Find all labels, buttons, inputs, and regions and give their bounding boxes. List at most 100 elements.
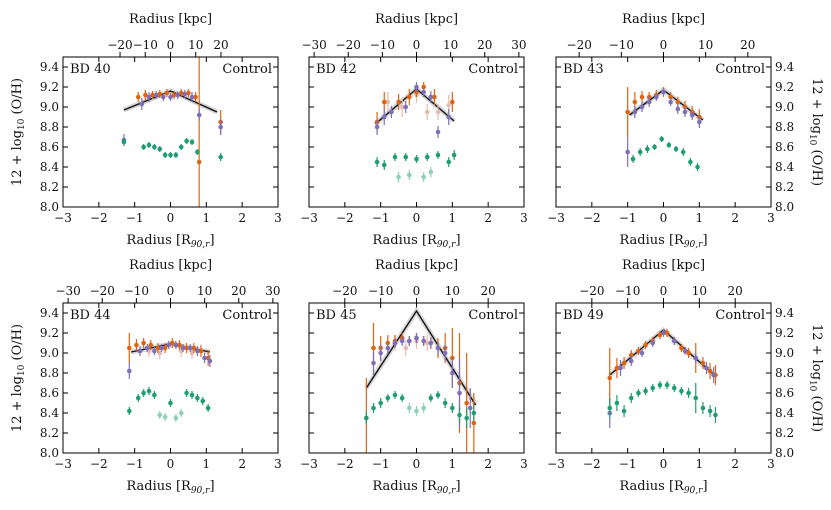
data-point bbox=[157, 146, 163, 152]
series-green bbox=[364, 391, 477, 428]
data-point bbox=[381, 162, 387, 168]
data-point bbox=[671, 338, 677, 344]
data-point bbox=[435, 392, 441, 398]
data-point bbox=[614, 400, 620, 406]
data-point bbox=[639, 104, 645, 110]
data-point bbox=[198, 348, 204, 354]
data-point bbox=[680, 149, 686, 155]
data-point bbox=[625, 149, 630, 155]
data-point bbox=[607, 405, 613, 411]
data-point bbox=[134, 342, 139, 348]
data-point bbox=[614, 365, 620, 371]
data-point bbox=[168, 94, 173, 100]
top-axis-label: Radius [kpc] bbox=[622, 258, 705, 273]
data-point bbox=[707, 408, 713, 414]
data-point bbox=[435, 345, 441, 351]
kpc-tick-label: 20 bbox=[728, 284, 743, 298]
data-point bbox=[414, 84, 419, 90]
y-tick-label: 8.6 bbox=[40, 140, 59, 154]
y-tick-label: 9.2 bbox=[40, 326, 59, 340]
data-point bbox=[675, 99, 681, 105]
x-tick-label: −1 bbox=[372, 211, 390, 225]
data-point bbox=[711, 372, 716, 378]
y-tick-label: 8.2 bbox=[40, 180, 59, 194]
axes-frame bbox=[555, 56, 772, 208]
data-point bbox=[700, 405, 706, 411]
y-axis-label: 12 + log10 (O/H) bbox=[10, 78, 27, 186]
data-point bbox=[675, 106, 681, 112]
y-tick-label: 9.2 bbox=[775, 80, 794, 94]
data-point bbox=[446, 114, 452, 120]
data-point bbox=[645, 146, 650, 152]
series-light-green bbox=[157, 409, 184, 422]
data-point bbox=[157, 91, 163, 97]
data-point bbox=[414, 156, 419, 162]
kpc-tick-label: −10 bbox=[368, 284, 393, 298]
top-axis-label: Radius [kpc] bbox=[129, 12, 212, 27]
y-tick-label: 8.4 bbox=[40, 406, 59, 420]
data-point bbox=[159, 345, 164, 351]
data-point bbox=[424, 109, 430, 115]
data-point bbox=[621, 360, 627, 366]
data-point bbox=[637, 149, 643, 155]
data-point bbox=[666, 142, 672, 148]
x-tick-label: 1 bbox=[449, 211, 457, 225]
data-point bbox=[152, 144, 157, 150]
data-point bbox=[195, 348, 200, 354]
kpc-tick-label: 30 bbox=[265, 284, 280, 298]
data-point bbox=[137, 348, 143, 354]
data-point bbox=[625, 109, 630, 115]
data-point bbox=[392, 340, 398, 346]
data-point bbox=[218, 154, 223, 160]
panel-title: BD 43 bbox=[563, 62, 604, 77]
x-tick-label: 3 bbox=[274, 211, 282, 225]
data-point bbox=[693, 395, 699, 401]
data-point bbox=[144, 345, 150, 351]
x-tick-label: −1 bbox=[126, 211, 144, 225]
kpc-tick-label: 10 bbox=[188, 38, 203, 52]
data-point bbox=[643, 388, 648, 394]
panel-title: BD 45 bbox=[316, 308, 357, 323]
data-point bbox=[189, 392, 195, 398]
data-point bbox=[657, 332, 663, 338]
x-tick-label: 1 bbox=[449, 457, 457, 471]
series-orange bbox=[135, 57, 223, 207]
y-tick-label: 8.6 bbox=[775, 140, 794, 154]
data-point bbox=[143, 92, 148, 98]
series-light-green bbox=[407, 403, 426, 416]
y-tick-label: 9.4 bbox=[40, 306, 59, 320]
data-point bbox=[435, 109, 441, 115]
y-tick-label: 8.6 bbox=[40, 386, 59, 400]
data-point bbox=[126, 345, 132, 351]
data-point bbox=[385, 395, 391, 401]
data-point bbox=[403, 154, 409, 160]
x-tick-label: 3 bbox=[520, 211, 528, 225]
series-purple bbox=[625, 88, 702, 167]
kpc-tick-label: −20 bbox=[567, 38, 592, 52]
plot-area bbox=[625, 86, 705, 171]
kpc-tick-label: −20 bbox=[336, 38, 361, 52]
data-point bbox=[207, 358, 213, 364]
fit-line bbox=[609, 329, 716, 377]
kpc-tick-label: 0 bbox=[167, 284, 175, 298]
data-point bbox=[371, 360, 376, 366]
data-point bbox=[450, 99, 455, 105]
data-point bbox=[173, 415, 179, 421]
kpc-tick-label: 10 bbox=[698, 38, 713, 52]
data-point bbox=[707, 368, 713, 374]
x-tick-label: 2 bbox=[731, 211, 739, 225]
kpc-tick-label: 20 bbox=[481, 284, 496, 298]
x-tick-label: −3 bbox=[54, 457, 72, 471]
data-point bbox=[636, 390, 641, 396]
data-point bbox=[191, 345, 197, 351]
kpc-tick-label: −30 bbox=[55, 284, 80, 298]
x-tick-label: 0 bbox=[660, 457, 668, 471]
y-tick-label: 8.4 bbox=[775, 160, 794, 174]
bottom-axis-label: Radius [R90,r] bbox=[619, 479, 707, 496]
data-point bbox=[399, 104, 405, 110]
data-point bbox=[446, 159, 452, 165]
data-point bbox=[146, 142, 152, 148]
data-point bbox=[618, 365, 623, 371]
x-tick-label: 1 bbox=[203, 211, 211, 225]
